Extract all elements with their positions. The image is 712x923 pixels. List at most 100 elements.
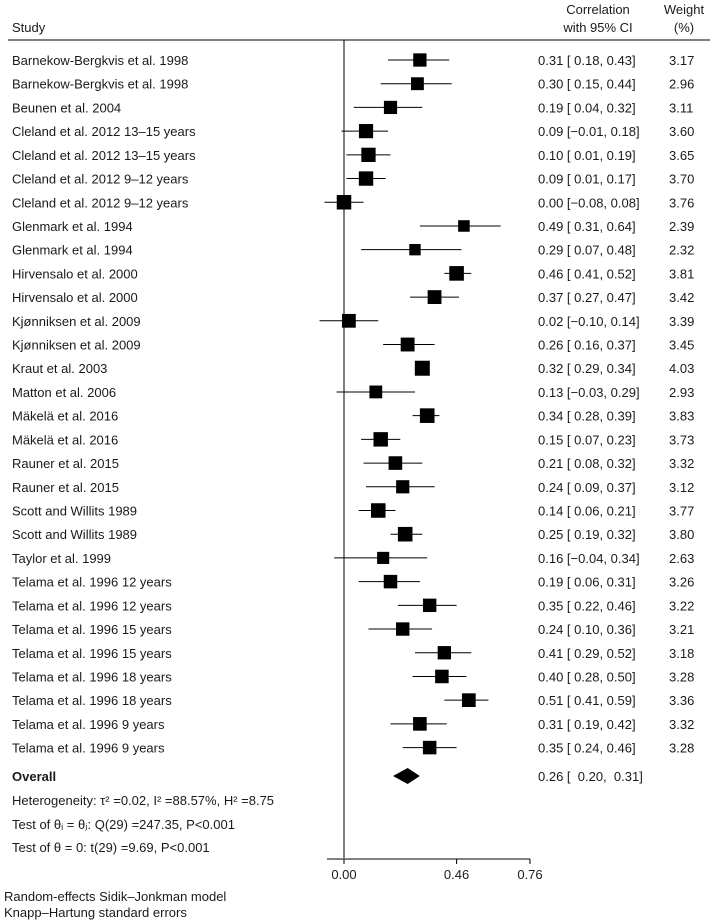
study-row: Cleland et al. 2012 9–12 years 0.00 [−0.0…	[12, 195, 694, 210]
weight-text: 3.18	[669, 646, 694, 661]
x-tick-label: 0.46	[444, 867, 469, 882]
heterogeneity-text: Heterogeneity: τ² =0.02, I² =88.57%, H² …	[12, 793, 274, 808]
ci-text: 0.19 [ 0.04, 0.32]	[538, 100, 636, 115]
point-estimate-square	[422, 598, 437, 613]
point-estimate-square	[422, 740, 437, 755]
ci-text: 0.10 [ 0.01, 0.19]	[538, 148, 636, 163]
study-row: Barnekow-Bergkvis et al. 1998 0.31 [ 0.18…	[12, 53, 694, 68]
weight-text: 3.45	[669, 338, 694, 353]
study-label: Telama et al. 1996 18 years	[12, 693, 172, 708]
weight-text: 3.70	[669, 172, 694, 187]
point-estimate-square	[373, 432, 388, 447]
study-row: Mäkelä et al. 2016 0.34 [ 0.28, 0.39] 3.83	[12, 408, 694, 424]
weight-text: 2.96	[669, 77, 694, 92]
ci-text: 0.49 [ 0.31, 0.64]	[538, 219, 636, 234]
point-estimate-square	[409, 243, 421, 256]
x-tick-label: 0.76	[517, 867, 542, 882]
ci-text: 0.14 [ 0.06, 0.21]	[538, 503, 636, 518]
point-estimate-square	[358, 124, 374, 139]
point-estimate-square	[397, 526, 413, 542]
ci-text: 0.09 [−0.01, 0.18]	[538, 124, 640, 139]
study-row: Kraut et al. 2003 0.32 [ 0.29, 0.34] 4.03	[12, 360, 694, 376]
ci-text: 0.29 [ 0.07, 0.48]	[538, 243, 636, 258]
weight-text: 4.03	[669, 361, 694, 376]
study-row: Hirvensalo et al. 2000 0.37 [ 0.27, 0.47]…	[12, 290, 694, 305]
point-estimate-square	[400, 337, 415, 352]
study-label: Telama et al. 1996 18 years	[12, 669, 172, 684]
weight-text: 3.32	[669, 456, 694, 471]
header-ci-line2: with 95% CI	[562, 20, 632, 35]
weight-text: 3.11	[669, 100, 693, 115]
point-estimate-square	[414, 360, 430, 376]
header-weight-line1: Weight	[664, 2, 705, 17]
weight-text: 3.39	[669, 314, 694, 329]
study-label: Kjønniksen et al. 2009	[12, 338, 141, 353]
point-estimate-square	[369, 385, 383, 399]
overall-label: Overall	[12, 769, 56, 784]
ci-text: 0.02 [−0.10, 0.14]	[538, 314, 640, 329]
weight-text: 2.32	[669, 243, 694, 258]
study-label: Mäkelä et al. 2016	[12, 409, 118, 424]
ci-text: 0.34 [ 0.28, 0.39]	[538, 409, 636, 424]
study-label: Hirvensalo et al. 2000	[12, 266, 138, 281]
ci-text: 0.30 [ 0.15, 0.44]	[538, 77, 636, 92]
study-row: Scott and Willits 1989 0.25 [ 0.19, 0.32]…	[12, 526, 694, 542]
point-estimate-square	[437, 646, 452, 660]
x-tick-label: 0.00	[331, 867, 356, 882]
study-label: Rauner et al. 2015	[12, 456, 119, 471]
study-row: Rauner et al. 2015 0.21 [ 0.08, 0.32] 3.32	[12, 456, 694, 471]
ci-text: 0.24 [ 0.09, 0.37]	[538, 480, 636, 495]
weight-text: 3.76	[669, 195, 694, 210]
study-label: Telama et al. 1996 15 years	[12, 622, 172, 637]
study-label: Telama et al. 1996 12 years	[12, 598, 172, 613]
point-estimate-square	[358, 171, 374, 186]
point-estimate-square	[377, 551, 390, 564]
study-row: Glenmark et al. 1994 0.49 [ 0.31, 0.64] 2.…	[12, 219, 694, 234]
study-label: Matton et al. 2006	[12, 385, 116, 400]
weight-text: 3.42	[669, 290, 694, 305]
weight-text: 3.22	[669, 598, 694, 613]
weight-text: 2.39	[669, 219, 694, 234]
test-homogeneity-text: Test of θᵢ = θⱼ: Q(29) =247.35, P<0.001	[12, 817, 235, 832]
ci-text: 0.13 [−0.03, 0.29]	[538, 385, 640, 400]
study-label: Kjønniksen et al. 2009	[12, 314, 141, 329]
study-row: Kjønniksen et al. 2009 0.26 [ 0.16, 0.37]…	[12, 338, 694, 353]
study-label: Cleland et al. 2012 9–12 years	[12, 195, 189, 210]
ci-text: 0.35 [ 0.24, 0.46]	[538, 741, 636, 756]
point-estimate-square	[413, 717, 427, 731]
ci-text: 0.26 [ 0.16, 0.37]	[538, 338, 636, 353]
weight-text: 3.21	[669, 622, 694, 637]
point-estimate-square	[410, 77, 424, 91]
weight-text: 3.65	[669, 148, 694, 163]
ci-text: 0.32 [ 0.29, 0.34]	[538, 361, 636, 376]
footnote-errors: Knapp–Hartung standard errors	[4, 905, 187, 920]
study-row: Telama et al. 1996 18 years 0.40 [ 0.28, …	[12, 669, 694, 684]
study-label: Barnekow-Bergkvis et al. 1998	[12, 53, 188, 68]
study-row: Telama et al. 1996 12 years 0.19 [ 0.06, …	[12, 575, 694, 590]
weight-text: 3.12	[669, 480, 694, 495]
point-estimate-square	[419, 408, 435, 423]
weight-text: 2.63	[669, 551, 694, 566]
study-label: Telama et al. 1996 9 years	[12, 741, 165, 756]
study-row: Rauner et al. 2015 0.24 [ 0.09, 0.37] 3.12	[12, 480, 694, 495]
ci-text: 0.51 [ 0.41, 0.59]	[538, 693, 636, 708]
overall-ci-text: 0.26 [ 0.20, 0.31]	[538, 769, 643, 784]
ci-text: 0.19 [ 0.06, 0.31]	[538, 575, 636, 590]
weight-text: 3.28	[669, 741, 694, 756]
study-row: Telama et al. 1996 9 years 0.31 [ 0.19, 0…	[12, 717, 694, 732]
header-ci-line1: Correlation	[566, 2, 630, 17]
point-estimate-square	[342, 313, 356, 328]
study-label: Cleland et al. 2012 13–15 years	[12, 124, 196, 139]
study-row: Hirvensalo et al. 2000 0.46 [ 0.41, 0.52]…	[12, 266, 694, 281]
ci-text: 0.41 [ 0.29, 0.52]	[538, 646, 636, 661]
point-estimate-square	[336, 195, 352, 210]
study-row: Cleland et al. 2012 9–12 years 0.09 [ 0.0…	[12, 171, 694, 187]
study-row: Beunen et al. 2004 0.19 [ 0.04, 0.32] 3.11	[12, 100, 693, 115]
study-row: Telama et al. 1996 12 years 0.35 [ 0.22, …	[12, 598, 694, 613]
study-row: Telama et al. 1996 15 years 0.41 [ 0.29, …	[12, 646, 694, 661]
weight-text: 3.32	[669, 717, 694, 732]
point-estimate-square	[371, 503, 386, 518]
footnote-model: Random-effects Sidik–Jonkman model	[4, 889, 226, 904]
weight-text: 3.28	[669, 669, 694, 684]
